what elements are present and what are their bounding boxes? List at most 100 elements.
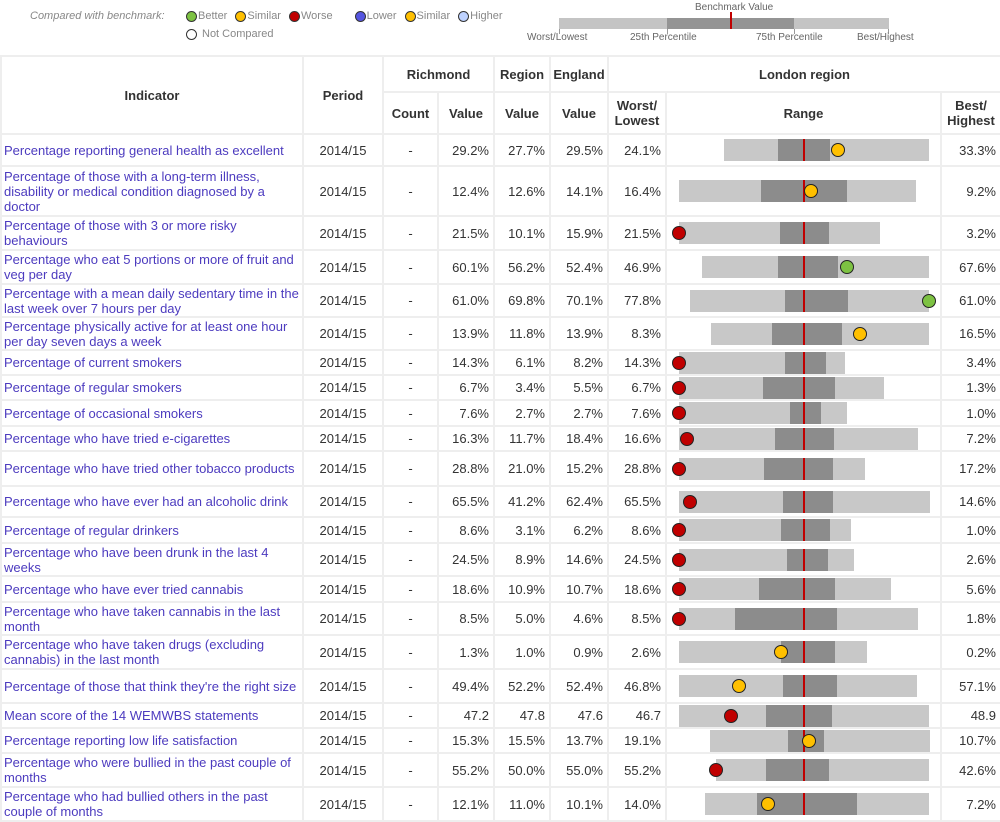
legend-dot-icon <box>458 10 470 22</box>
richmond-value: 21.5% <box>437 215 495 251</box>
period: 2014/15 <box>302 702 384 729</box>
benchmark-line <box>803 641 805 663</box>
worst-value: 16.6% <box>607 425 667 452</box>
region-value: 47.8 <box>493 702 551 729</box>
benchmark-line <box>803 322 805 345</box>
indicator-link[interactable]: Percentage who had bullied others in the… <box>0 786 304 822</box>
count: - <box>382 485 439 518</box>
range-spine <box>665 542 942 577</box>
legend-item: Similar <box>404 10 451 22</box>
indicator-link[interactable]: Percentage of occasional smokers <box>0 399 304 427</box>
indicator-link[interactable]: Percentage with a mean daily sedentary t… <box>0 283 304 318</box>
table-row: Percentage of current smokers 2014/15 - … <box>0 349 1000 376</box>
value-marker-icon[interactable] <box>680 431 694 446</box>
range-spine <box>665 575 942 603</box>
value-marker-icon[interactable] <box>672 406 686 420</box>
indicator-link[interactable]: Percentage of those with 3 or more risky… <box>0 215 304 251</box>
legend-item: Higher <box>458 10 503 22</box>
spine-interquartile-bar <box>757 793 857 815</box>
indicator-link[interactable]: Percentage who were bullied in the past … <box>0 752 304 788</box>
best-value: 3.4% <box>940 349 1000 376</box>
region-value: 10.1% <box>493 215 551 251</box>
value-marker-icon[interactable] <box>672 226 686 240</box>
table-row: Percentage who have tried e-cigarettes 2… <box>0 425 1000 452</box>
value-marker-icon[interactable] <box>672 582 686 596</box>
worst-value: 16.4% <box>607 165 667 217</box>
indicator-link[interactable]: Percentage who eat 5 portions or more of… <box>0 249 304 285</box>
indicator-link[interactable]: Percentage who have tried other tobacco … <box>0 450 304 487</box>
indicator-link[interactable]: Percentage who have been drunk in the la… <box>0 542 304 577</box>
worst-value: 28.8% <box>607 450 667 487</box>
best-value: 1.0% <box>940 516 1000 544</box>
england-value: 70.1% <box>549 283 609 318</box>
value-marker-icon[interactable] <box>724 708 738 723</box>
indicator-link[interactable]: Percentage of regular drinkers <box>0 516 304 544</box>
richmond-value: 12.4% <box>437 165 495 217</box>
indicator-link[interactable]: Percentage who have ever tried cannabis <box>0 575 304 603</box>
table-row: Percentage reporting general health as e… <box>0 133 1000 167</box>
period: 2014/15 <box>302 668 384 704</box>
spine-interquartile-bar <box>790 402 821 424</box>
benchmark-label-25th: 25th Percentile <box>630 32 697 43</box>
benchmark-line <box>803 377 805 398</box>
spine-interquartile-bar <box>778 256 838 278</box>
indicator-link[interactable]: Percentage physically active for at leas… <box>0 316 304 351</box>
range-spine <box>665 374 942 401</box>
indicator-link[interactable]: Percentage of current smokers <box>0 349 304 376</box>
indicator-link[interactable]: Percentage who have tried e-cigarettes <box>0 425 304 452</box>
best-value: 9.2% <box>940 165 1000 217</box>
best-value: 48.9 <box>940 702 1000 729</box>
value-marker-icon[interactable] <box>683 494 697 509</box>
header-indicator: Indicator <box>0 55 304 135</box>
benchmark-line <box>803 548 805 571</box>
value-marker-icon[interactable] <box>672 552 686 567</box>
period: 2014/15 <box>302 349 384 376</box>
range-spine <box>665 727 942 754</box>
region-value: 11.0% <box>493 786 551 822</box>
indicator-link[interactable]: Percentage who have taken drugs (excludi… <box>0 634 304 670</box>
spine-interquartile-bar <box>783 490 833 513</box>
value-marker-icon[interactable] <box>922 293 936 308</box>
richmond-value: 15.3% <box>437 727 495 754</box>
richmond-value: 1.3% <box>437 634 495 670</box>
legend-items: Better Similar Worse Lower Similar Higher <box>186 10 507 22</box>
indicator-link[interactable]: Percentage who have ever had an alcoholi… <box>0 485 304 518</box>
value-marker-icon[interactable] <box>831 143 845 157</box>
best-value: 17.2% <box>940 450 1000 487</box>
richmond-value: 55.2% <box>437 752 495 788</box>
indicator-link[interactable]: Mean score of the 14 WEMWBS statements <box>0 702 304 729</box>
value-marker-icon[interactable] <box>802 733 816 748</box>
value-marker-icon[interactable] <box>709 763 723 777</box>
indicator-link[interactable]: Percentage of those that think they're t… <box>0 668 304 704</box>
indicator-link[interactable]: Percentage of those with a long-term ill… <box>0 165 304 217</box>
value-marker-icon[interactable] <box>840 260 854 274</box>
table-row: Percentage of regular drinkers 2014/15 -… <box>0 516 1000 544</box>
value-marker-icon[interactable] <box>761 797 775 811</box>
value-marker-icon[interactable] <box>672 355 686 370</box>
period: 2014/15 <box>302 249 384 285</box>
legend-item-label: Similar <box>416 10 451 22</box>
count: - <box>382 702 439 729</box>
legend-item: Better <box>186 10 227 22</box>
england-value: 15.2% <box>549 450 609 487</box>
indicator-link[interactable]: Percentage reporting general health as e… <box>0 133 304 167</box>
value-marker-icon[interactable] <box>774 645 788 659</box>
table-row: Percentage who have been drunk in the la… <box>0 542 1000 577</box>
indicator-link[interactable]: Percentage who have taken cannabis in th… <box>0 601 304 636</box>
value-marker-icon[interactable] <box>672 461 686 476</box>
best-value: 7.2% <box>940 425 1000 452</box>
value-marker-icon[interactable] <box>732 679 746 693</box>
legend-item: Worse <box>288 10 333 22</box>
indicator-link[interactable]: Percentage of regular smokers <box>0 374 304 401</box>
region-value: 12.6% <box>493 165 551 217</box>
legend-dot-icon <box>288 10 300 22</box>
table-row: Percentage of those with 3 or more risky… <box>0 215 1000 251</box>
value-marker-icon[interactable] <box>804 184 818 198</box>
value-marker-icon[interactable] <box>853 326 867 341</box>
table-row: Percentage who have taken cannabis in th… <box>0 601 1000 636</box>
value-marker-icon[interactable] <box>672 380 686 395</box>
value-marker-icon[interactable] <box>672 611 686 626</box>
indicator-link[interactable]: Percentage reporting low life satisfacti… <box>0 727 304 754</box>
value-marker-icon[interactable] <box>672 523 686 537</box>
count: - <box>382 668 439 704</box>
